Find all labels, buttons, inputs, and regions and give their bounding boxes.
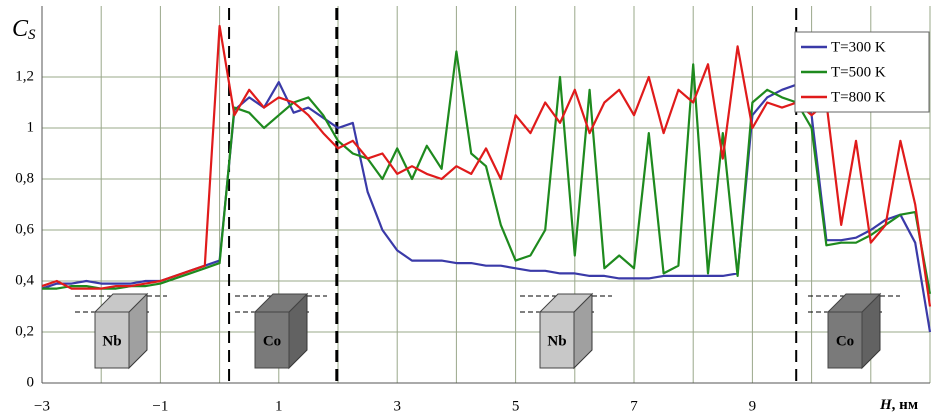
x-tick-label: 1 (275, 398, 283, 414)
y-axis-label: CS (12, 16, 36, 44)
layer-label: Co (263, 333, 281, 349)
layer-label: Co (836, 333, 854, 349)
layer-label: Nb (102, 333, 121, 349)
x-tick-label: 9 (749, 398, 757, 414)
y-tick-label: 0,8 (15, 170, 34, 186)
x-tick-label: −1 (152, 398, 168, 414)
x-tick-label: −3 (34, 398, 50, 414)
y-tick-label: 0,6 (15, 221, 34, 237)
y-tick-label: 0 (27, 374, 35, 390)
chart: CS H, нм 0 0,2 0,4 0,6 0,8 1 1,2 −3 −1 1 3 5 7 9 Nb Co N… (0, 0, 933, 417)
x-tick-label: 7 (630, 398, 638, 414)
legend-label: T=500 K (831, 64, 886, 80)
y-tick-label: 1,2 (15, 68, 34, 84)
x-tick-label: 5 (512, 398, 520, 414)
y-tick-label: 1 (27, 119, 35, 135)
legend: T=300 K T=500 K T=800 K (795, 32, 929, 112)
layer-label: Nb (547, 333, 566, 349)
legend-label: T=800 K (831, 89, 886, 105)
x-axis-label: H, нм (879, 397, 918, 413)
x-tick-label: 3 (393, 398, 401, 414)
y-tick-label: 0,4 (15, 272, 34, 288)
legend-label: T=300 K (831, 39, 886, 55)
y-tick-label: 0,2 (15, 323, 34, 339)
